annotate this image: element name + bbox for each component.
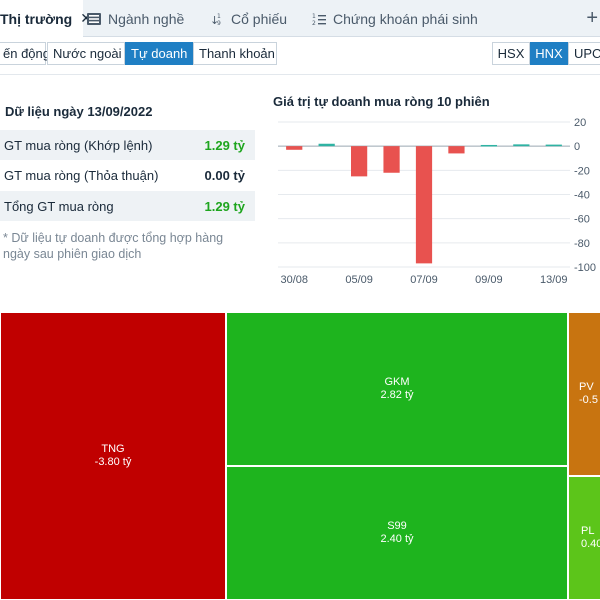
chart-bar xyxy=(286,146,303,150)
svg-text:1: 1 xyxy=(312,13,316,20)
row-value: 1.29 tỷ xyxy=(204,137,245,153)
proprietary-trading-panel xyxy=(0,74,600,312)
subtab-tu-doanh[interactable]: Tự doanh xyxy=(125,42,193,65)
y-tick-label: 0 xyxy=(574,141,580,153)
y-tick-label: 20 xyxy=(574,117,586,129)
y-tick-label: -60 xyxy=(574,214,590,226)
tab-nganh-nghe[interactable]: Ngành nghề xyxy=(87,0,184,37)
row-label: GT mua ròng (Thỏa thuận) xyxy=(4,167,159,183)
chart-title: Giá trị tự doanh mua ròng 10 phiên xyxy=(273,94,490,109)
exchange-hnx[interactable]: HNX xyxy=(530,42,568,65)
y-tick-label: -20 xyxy=(574,165,590,177)
tab-label: Thị trường xyxy=(0,10,73,27)
chart-bar xyxy=(351,146,368,177)
sort-numeric-icon: ↓ 1 9 xyxy=(210,12,224,26)
treemap-cell-pl[interactable]: PL 0.40 xyxy=(568,476,600,600)
row-label: Tổng GT mua ròng xyxy=(4,198,114,214)
svg-text:9: 9 xyxy=(217,20,221,26)
chart-bar xyxy=(415,146,433,264)
list-icon xyxy=(87,12,101,25)
row-value: 0.00 tỷ xyxy=(204,167,245,183)
svg-text:1: 1 xyxy=(217,13,221,20)
chart-bar xyxy=(318,143,335,147)
cell-ticker: TNG xyxy=(101,443,125,455)
cell-ticker: PL xyxy=(581,525,595,537)
cell-value: -3.80 tỷ xyxy=(94,456,132,468)
x-tick-label: 07/09 xyxy=(410,274,438,286)
tab-co-phieu[interactable]: ↓ 1 9 Cổ phiếu xyxy=(210,0,287,37)
tab-label: Chứng khoán phái sinh xyxy=(333,10,478,27)
add-tab-icon[interactable]: + xyxy=(586,7,598,29)
row-label: GT mua ròng (Khớp lệnh) xyxy=(4,137,153,153)
cell-value: 2.82 tỷ xyxy=(380,389,414,401)
exchange-hsx[interactable]: HSX xyxy=(492,42,530,65)
chart-bar xyxy=(545,144,562,147)
data-date-label: Dữ liệu ngày 13/09/2022 xyxy=(5,104,153,119)
subtab-thanh-khoan[interactable]: Thanh khoản xyxy=(193,42,277,65)
tab-label: Cổ phiếu xyxy=(231,10,288,27)
chart-bar xyxy=(383,146,400,173)
cell-ticker: PV xyxy=(579,381,594,393)
svg-text:↓: ↓ xyxy=(210,14,219,26)
chart-bar xyxy=(448,146,465,154)
treemap: TNG -3.80 tỷ GKM 2.82 tỷ S99 2.40 tỷ PV … xyxy=(0,312,600,600)
exchange-upcom[interactable]: UPCO xyxy=(568,42,600,65)
x-tick-label: 13/09 xyxy=(540,274,568,286)
treemap-cell-s99[interactable]: S99 2.40 tỷ xyxy=(226,466,568,600)
tab-thi-truong[interactable]: Thị trường ✕ xyxy=(0,0,92,37)
close-icon[interactable]: ✕ xyxy=(80,10,92,26)
row-net-buy-negotiated: GT mua ròng (Thỏa thuận) 0.00 tỷ xyxy=(0,160,255,190)
cell-ticker: GKM xyxy=(384,376,410,388)
footnote: * Dữ liệu tự doanh được tổng hợp hàng ng… xyxy=(3,231,224,261)
y-tick-label: -40 xyxy=(574,190,590,202)
chart-bar xyxy=(513,144,530,147)
row-net-buy-matched: GT mua ròng (Khớp lệnh) 1.29 tỷ xyxy=(0,130,255,160)
sub-tab-bar: ến động Nước ngoài Tự doanh Thanh khoản … xyxy=(0,37,600,71)
row-total-net-buy: Tổng GT mua ròng 1.29 tỷ xyxy=(0,191,255,221)
cell-value: 2.40 tỷ xyxy=(380,533,414,545)
y-tick-label: -80 xyxy=(574,238,590,250)
subtab-nuoc-ngoai[interactable]: Nước ngoài xyxy=(47,42,125,65)
x-tick-label: 09/09 xyxy=(475,274,503,286)
cell-value: 0.40 xyxy=(581,538,600,550)
treemap-cell-tng[interactable]: TNG -3.80 tỷ xyxy=(0,312,226,600)
cell-value: -0.5 xyxy=(579,394,598,406)
treemap-cell-gkm[interactable]: GKM 2.82 tỷ xyxy=(226,312,568,466)
tab-label: Ngành nghề xyxy=(108,10,185,27)
row-value: 1.29 tỷ xyxy=(204,198,245,214)
subtab-bien-dong[interactable]: ến động xyxy=(0,42,50,65)
cell-ticker: S99 xyxy=(387,520,407,532)
net-buy-bar-chart: 20 0 -20 -40 -60 -80 -100 30/08 05/09 07/09 09/09 1… xyxy=(278,117,596,286)
chart-bar xyxy=(480,144,497,147)
svg-text:2: 2 xyxy=(312,20,316,26)
x-tick-label: 05/09 xyxy=(345,274,373,286)
treemap-cell-pv[interactable]: PV -0.5 xyxy=(568,312,600,476)
x-tick-label: 30/08 xyxy=(280,274,308,286)
y-tick-label: -100 xyxy=(574,262,596,274)
